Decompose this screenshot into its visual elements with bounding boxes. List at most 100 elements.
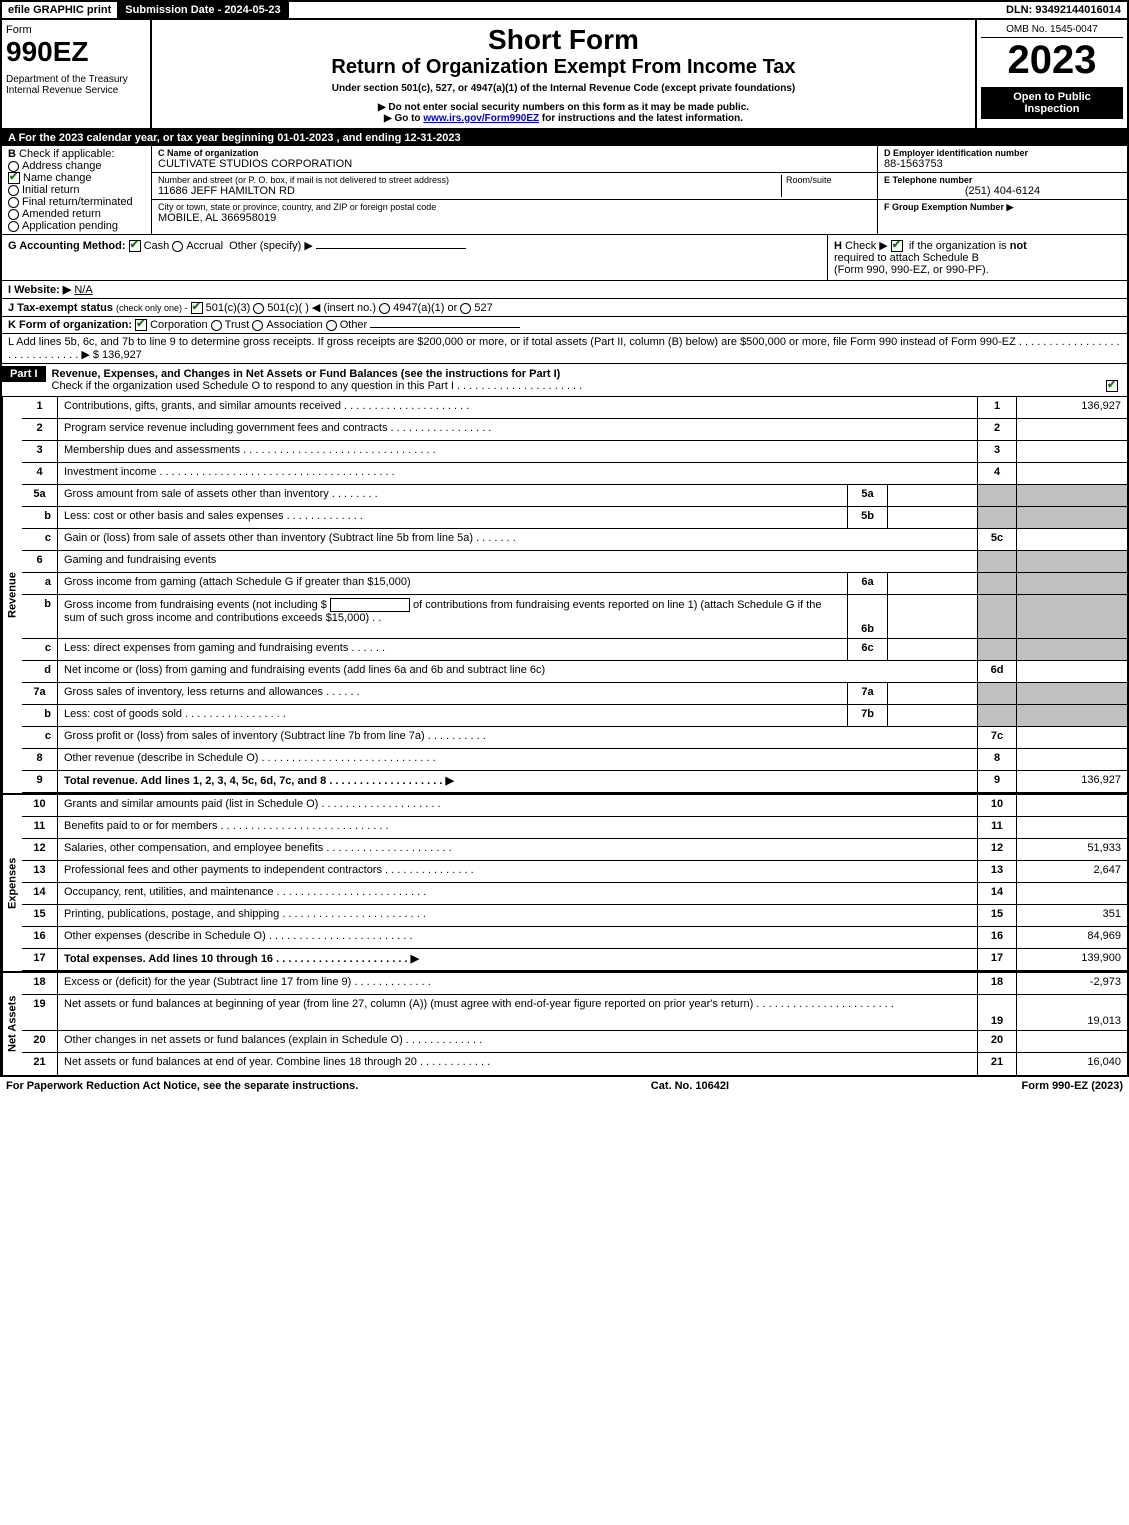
section-k: K Form of organization: Corporation Trus… — [2, 317, 1127, 334]
ln6a-n: a — [22, 573, 58, 594]
h-post: if the organization is — [906, 240, 1010, 252]
ln7a-d: Gross sales of inventory, less returns a… — [58, 683, 847, 704]
ln3-n: 3 — [22, 441, 58, 462]
efile-print[interactable]: efile GRAPHIC print — [2, 2, 119, 18]
h-not: not — [1010, 240, 1027, 252]
ln5c-n: c — [22, 529, 58, 550]
ln13-a: 2,647 — [1017, 861, 1127, 882]
ln13-n: 13 — [22, 861, 58, 882]
ln17-c: 17 — [977, 949, 1017, 970]
ln10-a — [1017, 795, 1127, 816]
ln6c-mc: 6c — [847, 639, 887, 660]
check-trust[interactable] — [211, 320, 222, 331]
check-h[interactable] — [891, 240, 903, 252]
goto-post: for instructions and the latest informat… — [539, 113, 743, 124]
check-schedule-o[interactable] — [1106, 380, 1118, 392]
h-pre: Check ▶ — [845, 240, 891, 252]
ln6c-d: Less: direct expenses from gaming and fu… — [58, 639, 847, 660]
title-short-form: Short Form — [156, 24, 971, 56]
ln18-c: 18 — [977, 973, 1017, 994]
ln20-c: 20 — [977, 1031, 1017, 1052]
check-application-pending[interactable] — [8, 221, 19, 232]
ln2-c: 2 — [977, 419, 1017, 440]
ln14-c: 14 — [977, 883, 1017, 904]
c-label: C Name of organization — [158, 148, 871, 158]
goto-link[interactable]: www.irs.gov/Form990EZ — [423, 113, 539, 124]
title-return: Return of Organization Exempt From Incom… — [156, 56, 971, 79]
tax-year: 2023 — [981, 38, 1123, 83]
ln7c-d: Gross profit or (loss) from sales of inv… — [58, 727, 977, 748]
check-initial-return[interactable] — [8, 185, 19, 196]
dept-treasury: Department of the Treasury — [6, 74, 146, 85]
city-label: City or town, state or province, country… — [158, 202, 871, 212]
ln8-n: 8 — [22, 749, 58, 770]
check-amended[interactable] — [8, 209, 19, 220]
j-note: (check only one) - — [116, 303, 188, 313]
topbar: efile GRAPHIC print Submission Date - 20… — [2, 2, 1127, 20]
opt-cash: Cash — [144, 240, 170, 252]
check-name-change[interactable] — [8, 172, 20, 184]
ln11-d: Benefits paid to or for members . . . . … — [58, 817, 977, 838]
netassets-label: Net Assets — [2, 973, 22, 1075]
check-association[interactable] — [252, 320, 263, 331]
g-label: G Accounting Method: — [8, 240, 126, 252]
ln7b-mc: 7b — [847, 705, 887, 726]
ln7c-n: c — [22, 727, 58, 748]
check-501c[interactable] — [253, 303, 264, 314]
opt-amended: Amended return — [22, 208, 101, 220]
info-block: B Check if applicable: Address change Na… — [2, 146, 1127, 235]
check-4947[interactable] — [379, 303, 390, 314]
expenses-section: Expenses 10Grants and similar amounts pa… — [2, 793, 1127, 971]
part1-title: Revenue, Expenses, and Changes in Net As… — [52, 368, 561, 380]
check-527[interactable] — [460, 303, 471, 314]
b-check-if: Check if applicable: — [19, 148, 114, 160]
ln3-d: Membership dues and assessments . . . . … — [58, 441, 977, 462]
check-cash[interactable] — [129, 240, 141, 252]
ln14-a — [1017, 883, 1127, 904]
ln5c-c: 5c — [977, 529, 1017, 550]
ln6c-n: c — [22, 639, 58, 660]
e-label: E Telephone number — [884, 175, 1121, 185]
page-footer: For Paperwork Reduction Act Notice, see … — [0, 1077, 1129, 1095]
insert-no: ◀ (insert no.) — [312, 302, 376, 314]
ln18-d: Excess or (deficit) for the year (Subtra… — [58, 973, 977, 994]
ln5c-a — [1017, 529, 1127, 550]
section-h: H Check ▶ if the organization is not req… — [827, 235, 1127, 280]
ln2-n: 2 — [22, 419, 58, 440]
netassets-section: Net Assets 18Excess or (deficit) for the… — [2, 971, 1127, 1075]
ln1-a: 136,927 — [1017, 397, 1127, 418]
check-501c3[interactable] — [191, 302, 203, 314]
check-other-org[interactable] — [326, 320, 337, 331]
ln17-d: Total expenses. Add lines 10 through 16 … — [58, 949, 977, 970]
ln19-d: Net assets or fund balances at beginning… — [58, 995, 977, 1030]
ln20-a — [1017, 1031, 1127, 1052]
ln21-d: Net assets or fund balances at end of ye… — [58, 1053, 977, 1075]
ln6a-d: Gross income from gaming (attach Schedul… — [58, 573, 847, 594]
check-accrual[interactable] — [172, 241, 183, 252]
dept-irs: Internal Revenue Service — [6, 85, 146, 96]
ln18-a: -2,973 — [1017, 973, 1127, 994]
ln3-c: 3 — [977, 441, 1017, 462]
ln14-n: 14 — [22, 883, 58, 904]
addr-label: Number and street (or P. O. box, if mail… — [158, 175, 781, 185]
check-corporation[interactable] — [135, 319, 147, 331]
ln15-n: 15 — [22, 905, 58, 926]
ln8-a — [1017, 749, 1127, 770]
footer-left: For Paperwork Reduction Act Notice, see … — [6, 1080, 358, 1092]
ln8-c: 8 — [977, 749, 1017, 770]
ln15-a: 351 — [1017, 905, 1127, 926]
form-number: 990EZ — [6, 36, 146, 68]
ln1-c: 1 — [977, 397, 1017, 418]
opt-501c3: 501(c)(3) — [206, 302, 251, 314]
ln4-a — [1017, 463, 1127, 484]
ln6b-mc: 6b — [847, 595, 887, 638]
ln7b-n: b — [22, 705, 58, 726]
ln5c-d: Gain or (loss) from sale of assets other… — [58, 529, 977, 550]
ln7a-n: 7a — [22, 683, 58, 704]
ln12-d: Salaries, other compensation, and employ… — [58, 839, 977, 860]
section-j: J Tax-exempt status (check only one) - 5… — [2, 299, 1127, 317]
revenue-label: Revenue — [2, 397, 22, 793]
ln1-n: 1 — [22, 397, 58, 418]
check-final-return[interactable] — [8, 197, 19, 208]
opt-initial-return: Initial return — [22, 184, 79, 196]
